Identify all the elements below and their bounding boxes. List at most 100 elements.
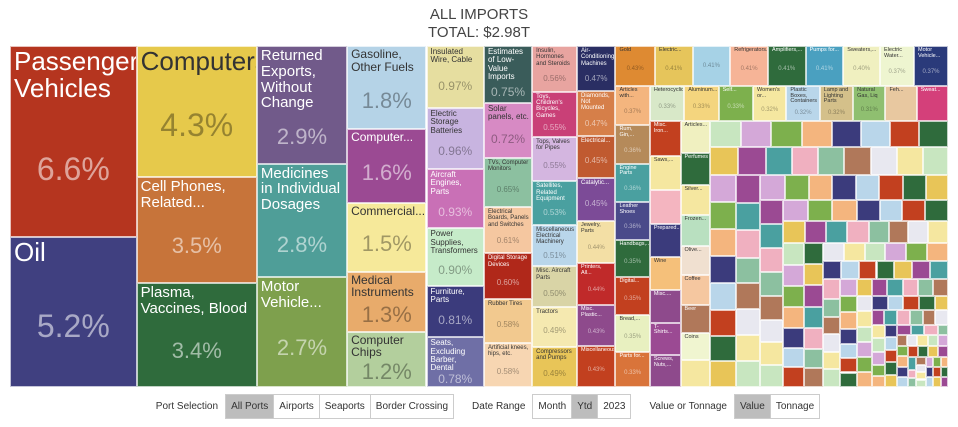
tile: Wine — [649, 256, 681, 291]
tile — [839, 295, 858, 313]
tile — [902, 279, 918, 297]
control-button[interactable]: Seaports — [318, 393, 371, 419]
tile-value: 0.35% — [624, 333, 642, 340]
tile-name: Furniture, Parts — [430, 286, 465, 305]
tile-name: Coins — [684, 334, 699, 341]
tile — [917, 346, 928, 357]
tile: Power Supplies, Transformers 0.90% — [426, 228, 484, 286]
tile — [896, 376, 908, 387]
chart-subtitle: TOTAL: $2.98T — [428, 24, 530, 41]
tile-value: 2.9% — [276, 123, 328, 149]
tile — [783, 328, 804, 348]
tile-name: Computer Chips — [351, 332, 404, 359]
tile — [907, 346, 918, 357]
tile — [887, 279, 903, 297]
tile-name: Miscellaneous... — [581, 347, 614, 354]
tile: Furniture, Parts 0.81% — [426, 285, 484, 338]
tile-name: Beer — [684, 305, 697, 312]
tile: Commercial... 1.5% — [347, 202, 427, 272]
tile — [885, 243, 907, 261]
tile-name: Toys, Children's Bicycles, Games — [536, 93, 563, 119]
tile — [896, 147, 924, 176]
tile: Estimates of Low-Value Imports 0.75% — [483, 46, 533, 103]
tile — [917, 279, 933, 297]
tile — [923, 147, 948, 176]
tile-value: 1.2% — [361, 359, 412, 385]
tile — [847, 221, 869, 244]
tile — [791, 147, 819, 176]
tile: Silver... — [680, 184, 711, 216]
tile-name: Compressors and Pumps — [536, 349, 572, 362]
tile: Diamonds, Not Mounted 0.47% — [577, 90, 616, 136]
tile: Insulin, Hormones and Steroids 0.56% — [532, 46, 577, 92]
tile — [926, 367, 934, 377]
control-button[interactable]: Border Crossing — [369, 393, 455, 419]
control-button[interactable]: Ytd — [571, 393, 599, 419]
tile — [710, 229, 737, 257]
tile — [940, 377, 948, 387]
tile-name: Tops, Valves for Pipes — [536, 138, 570, 151]
tile — [822, 369, 840, 387]
tile — [922, 310, 936, 325]
tile: Catalytic... 0.45% — [577, 178, 616, 222]
tile-value: 1.6% — [361, 159, 412, 185]
tile-name: Parts for... — [619, 352, 645, 359]
tile-name: Lamp and Lighting Parts — [823, 86, 849, 105]
control-button[interactable]: Airports — [273, 393, 320, 419]
tile — [855, 175, 880, 201]
tile-value: 1.8% — [361, 87, 412, 113]
tile — [927, 243, 948, 261]
tile-name: Artificial knees, hips, etc. — [487, 344, 529, 358]
tile — [760, 319, 784, 343]
tile — [736, 283, 761, 310]
tile-name: Electric... — [658, 47, 682, 53]
tile — [822, 334, 840, 352]
control-button[interactable]: Tonnage — [769, 393, 821, 419]
tile-value: 0.49% — [543, 369, 566, 379]
control-button[interactable]: Month — [532, 393, 573, 419]
tile: Handbags,... 0.35% — [615, 240, 650, 278]
tile: Sweat... — [916, 85, 948, 121]
tile-name: Motor Vehicle... — [918, 47, 941, 59]
tile: Aircraft Engines, Parts 0.93% — [426, 169, 484, 229]
tile-value: 0.36% — [624, 224, 642, 231]
tile — [844, 147, 871, 176]
tile — [649, 190, 681, 224]
tile-name: Passenger Vehicles — [14, 47, 136, 103]
tile-name: Articles... — [684, 121, 708, 128]
tile — [910, 324, 925, 336]
control-label: Value or Tonnage — [649, 400, 727, 412]
tile — [710, 283, 737, 311]
tile: Tractors 0.49% — [532, 307, 577, 348]
tile — [843, 243, 865, 261]
tile: Amplifiers,... 0.41% — [767, 46, 806, 86]
tile-name: Aircraft Engines, Parts — [430, 170, 462, 196]
tile — [760, 200, 784, 225]
tile: Coffee — [680, 275, 711, 305]
tile-name: Electrical... — [581, 137, 611, 144]
tile — [927, 335, 938, 347]
tile — [736, 257, 761, 284]
tile-name: Diamonds, Not Mounted — [581, 92, 610, 112]
tile — [907, 378, 917, 387]
control-button[interactable]: Value — [733, 393, 771, 419]
tile: Toys, Children's Bicycles, Games 0.55% — [532, 91, 577, 137]
tile: Insulated Wire, Cable 0.97% — [426, 46, 484, 108]
tile-value: 0.44% — [587, 287, 605, 294]
tile-value: 0.31% — [860, 106, 878, 113]
tile — [885, 374, 897, 387]
tile — [803, 243, 823, 265]
tile: Plastic Boxes, Containers 0.32% — [786, 85, 820, 121]
tile — [927, 346, 938, 357]
tile — [926, 377, 934, 387]
control-button[interactable]: All Ports — [225, 393, 275, 419]
tile-name: Bread,... — [619, 315, 641, 322]
tile-name: Self... — [722, 86, 737, 93]
tile — [879, 200, 903, 222]
tile-value: 0.41% — [815, 66, 833, 73]
tile — [906, 243, 928, 261]
tile-name: Saws,... — [653, 156, 674, 163]
tile — [857, 311, 872, 327]
control-button[interactable]: 2023 — [597, 393, 632, 419]
tile — [771, 120, 802, 148]
